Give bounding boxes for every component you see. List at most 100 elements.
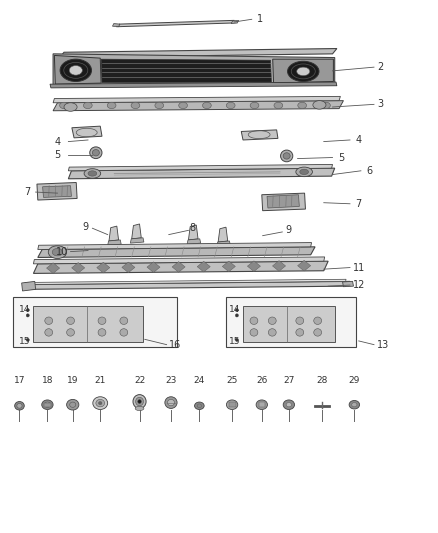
Ellipse shape xyxy=(64,103,77,111)
Ellipse shape xyxy=(296,167,312,176)
Polygon shape xyxy=(222,261,235,272)
Polygon shape xyxy=(343,281,353,287)
Text: 5: 5 xyxy=(338,152,344,163)
Polygon shape xyxy=(25,279,346,285)
Bar xyxy=(226,297,356,348)
Polygon shape xyxy=(68,168,335,179)
Ellipse shape xyxy=(99,401,102,405)
Bar xyxy=(243,306,335,342)
Text: 6: 6 xyxy=(367,166,373,176)
Text: 4: 4 xyxy=(356,135,362,145)
Text: 13: 13 xyxy=(377,340,389,350)
Polygon shape xyxy=(72,126,102,138)
Ellipse shape xyxy=(45,329,53,336)
Polygon shape xyxy=(113,23,120,27)
Polygon shape xyxy=(38,243,311,249)
Text: 9: 9 xyxy=(286,225,292,236)
Ellipse shape xyxy=(235,338,238,342)
Text: 16: 16 xyxy=(169,340,181,350)
Text: 15: 15 xyxy=(19,337,31,346)
Ellipse shape xyxy=(69,66,82,75)
Ellipse shape xyxy=(268,329,276,336)
Ellipse shape xyxy=(283,400,294,409)
Ellipse shape xyxy=(194,402,204,409)
Ellipse shape xyxy=(60,102,68,109)
Polygon shape xyxy=(54,55,101,84)
Ellipse shape xyxy=(93,397,108,409)
Ellipse shape xyxy=(352,402,357,407)
Ellipse shape xyxy=(314,329,321,336)
Polygon shape xyxy=(37,182,77,200)
Polygon shape xyxy=(72,263,85,273)
Ellipse shape xyxy=(274,102,283,109)
Ellipse shape xyxy=(226,102,235,109)
Polygon shape xyxy=(197,261,210,272)
Ellipse shape xyxy=(313,101,326,109)
Ellipse shape xyxy=(67,317,74,325)
Ellipse shape xyxy=(296,329,304,336)
Text: 18: 18 xyxy=(42,376,53,384)
Polygon shape xyxy=(272,261,286,271)
Ellipse shape xyxy=(179,102,187,109)
Polygon shape xyxy=(188,225,198,240)
Ellipse shape xyxy=(165,397,177,408)
Polygon shape xyxy=(147,262,160,272)
Bar xyxy=(44,402,51,407)
Text: 11: 11 xyxy=(353,263,365,272)
Ellipse shape xyxy=(286,402,291,407)
Text: 24: 24 xyxy=(194,376,205,384)
Ellipse shape xyxy=(44,402,50,407)
Polygon shape xyxy=(46,263,60,273)
Text: 14: 14 xyxy=(229,304,240,313)
Ellipse shape xyxy=(135,406,144,410)
Ellipse shape xyxy=(67,329,74,336)
Ellipse shape xyxy=(155,102,164,109)
Polygon shape xyxy=(101,59,272,83)
Ellipse shape xyxy=(60,59,92,82)
Bar xyxy=(13,297,177,348)
Polygon shape xyxy=(247,261,261,271)
Polygon shape xyxy=(53,96,340,103)
Text: 8: 8 xyxy=(190,223,196,233)
Text: 25: 25 xyxy=(226,376,238,384)
Ellipse shape xyxy=(256,400,268,409)
Text: 19: 19 xyxy=(67,376,78,384)
Text: 3: 3 xyxy=(378,99,384,109)
Ellipse shape xyxy=(48,246,67,259)
Ellipse shape xyxy=(26,314,29,317)
Ellipse shape xyxy=(131,102,140,109)
Text: 7: 7 xyxy=(24,187,30,197)
Polygon shape xyxy=(33,257,325,264)
Ellipse shape xyxy=(14,401,24,410)
Text: 28: 28 xyxy=(316,376,327,384)
Ellipse shape xyxy=(314,317,321,325)
Ellipse shape xyxy=(268,317,276,325)
Ellipse shape xyxy=(250,102,259,109)
Polygon shape xyxy=(297,261,311,271)
Polygon shape xyxy=(231,20,239,23)
Ellipse shape xyxy=(136,397,144,406)
Ellipse shape xyxy=(133,394,146,408)
Ellipse shape xyxy=(250,317,258,325)
Ellipse shape xyxy=(296,317,304,325)
Polygon shape xyxy=(241,130,278,140)
Ellipse shape xyxy=(349,400,360,409)
Text: 4: 4 xyxy=(54,136,60,147)
Text: 22: 22 xyxy=(134,376,145,384)
Polygon shape xyxy=(33,261,328,273)
Ellipse shape xyxy=(107,102,116,109)
Polygon shape xyxy=(109,226,119,241)
Ellipse shape xyxy=(26,309,29,312)
Text: 17: 17 xyxy=(14,376,25,384)
Ellipse shape xyxy=(98,329,106,336)
Polygon shape xyxy=(42,185,71,197)
Polygon shape xyxy=(172,262,185,272)
Ellipse shape xyxy=(138,400,141,403)
Ellipse shape xyxy=(300,169,308,174)
Ellipse shape xyxy=(92,150,99,156)
Ellipse shape xyxy=(90,147,102,159)
Polygon shape xyxy=(132,224,141,239)
Text: 15: 15 xyxy=(229,337,240,346)
Polygon shape xyxy=(122,262,135,273)
Text: 5: 5 xyxy=(54,150,60,160)
